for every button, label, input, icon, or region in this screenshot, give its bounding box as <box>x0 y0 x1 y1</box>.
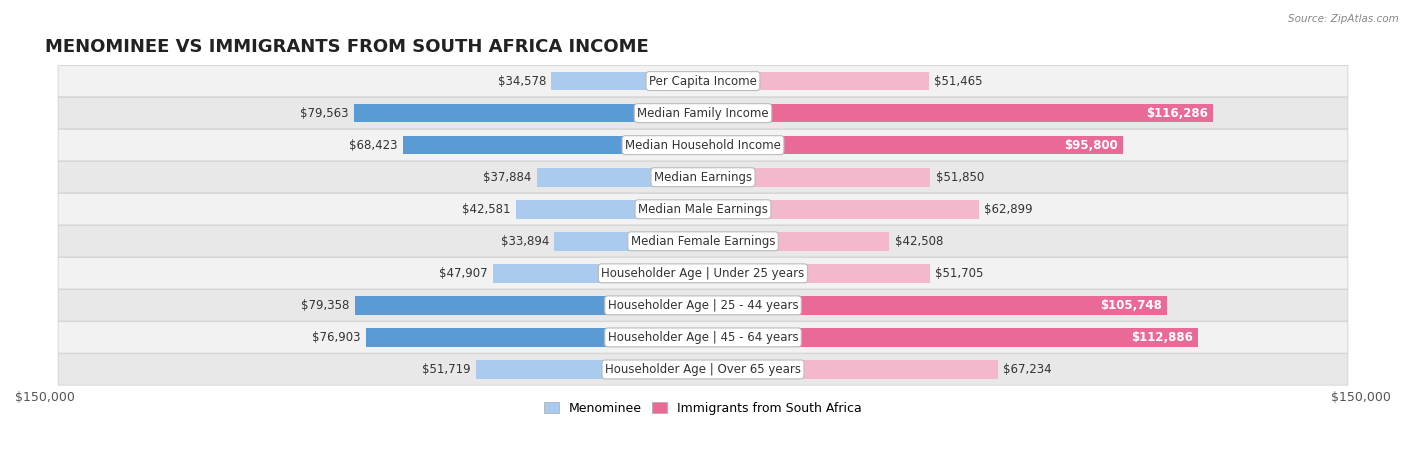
Bar <box>537 168 703 186</box>
Text: $51,719: $51,719 <box>422 363 471 376</box>
Text: $76,903: $76,903 <box>312 331 360 344</box>
Text: $79,358: $79,358 <box>301 299 350 312</box>
Bar <box>516 200 703 219</box>
Bar <box>703 360 998 379</box>
Text: $37,884: $37,884 <box>484 171 531 184</box>
FancyBboxPatch shape <box>58 322 1348 353</box>
Text: $51,850: $51,850 <box>936 171 984 184</box>
Text: $95,800: $95,800 <box>1064 139 1118 152</box>
FancyBboxPatch shape <box>58 98 1348 129</box>
Bar <box>703 232 890 251</box>
Text: Householder Age | Under 25 years: Householder Age | Under 25 years <box>602 267 804 280</box>
Text: $51,465: $51,465 <box>934 75 983 88</box>
Text: Median Family Income: Median Family Income <box>637 106 769 120</box>
Text: Householder Age | 25 - 44 years: Householder Age | 25 - 44 years <box>607 299 799 312</box>
Bar <box>703 264 929 283</box>
Bar <box>494 264 703 283</box>
FancyBboxPatch shape <box>58 65 1348 97</box>
Text: $68,423: $68,423 <box>349 139 398 152</box>
Text: $34,578: $34,578 <box>498 75 546 88</box>
Text: $67,234: $67,234 <box>1004 363 1052 376</box>
Bar <box>354 104 703 122</box>
Bar <box>551 72 703 91</box>
Legend: Menominee, Immigrants from South Africa: Menominee, Immigrants from South Africa <box>538 396 868 420</box>
Bar <box>554 232 703 251</box>
Text: Householder Age | Over 65 years: Householder Age | Over 65 years <box>605 363 801 376</box>
Bar <box>404 136 703 155</box>
Text: $42,508: $42,508 <box>894 235 943 248</box>
Text: $116,286: $116,286 <box>1146 106 1208 120</box>
Text: $62,899: $62,899 <box>984 203 1033 216</box>
Bar <box>703 72 929 91</box>
Text: Per Capita Income: Per Capita Income <box>650 75 756 88</box>
Text: $105,748: $105,748 <box>1099 299 1161 312</box>
Text: Median Household Income: Median Household Income <box>626 139 780 152</box>
Text: Median Earnings: Median Earnings <box>654 171 752 184</box>
Bar <box>354 296 703 315</box>
FancyBboxPatch shape <box>58 226 1348 257</box>
Text: Median Male Earnings: Median Male Earnings <box>638 203 768 216</box>
FancyBboxPatch shape <box>58 290 1348 321</box>
Bar <box>703 328 1198 347</box>
Text: Source: ZipAtlas.com: Source: ZipAtlas.com <box>1288 14 1399 24</box>
Bar <box>703 200 979 219</box>
FancyBboxPatch shape <box>58 193 1348 225</box>
Bar <box>477 360 703 379</box>
Bar <box>703 104 1213 122</box>
Text: $51,705: $51,705 <box>935 267 983 280</box>
Bar <box>703 296 1167 315</box>
Text: Householder Age | 45 - 64 years: Householder Age | 45 - 64 years <box>607 331 799 344</box>
Text: $42,581: $42,581 <box>463 203 510 216</box>
Text: $33,894: $33,894 <box>501 235 548 248</box>
FancyBboxPatch shape <box>58 258 1348 289</box>
FancyBboxPatch shape <box>58 162 1348 193</box>
Text: MENOMINEE VS IMMIGRANTS FROM SOUTH AFRICA INCOME: MENOMINEE VS IMMIGRANTS FROM SOUTH AFRIC… <box>45 38 648 57</box>
FancyBboxPatch shape <box>58 354 1348 385</box>
Text: Median Female Earnings: Median Female Earnings <box>631 235 775 248</box>
Text: $112,886: $112,886 <box>1130 331 1192 344</box>
Bar <box>366 328 703 347</box>
Text: $47,907: $47,907 <box>439 267 488 280</box>
FancyBboxPatch shape <box>58 129 1348 161</box>
Bar <box>703 168 931 186</box>
Bar <box>703 136 1123 155</box>
Text: $79,563: $79,563 <box>301 106 349 120</box>
